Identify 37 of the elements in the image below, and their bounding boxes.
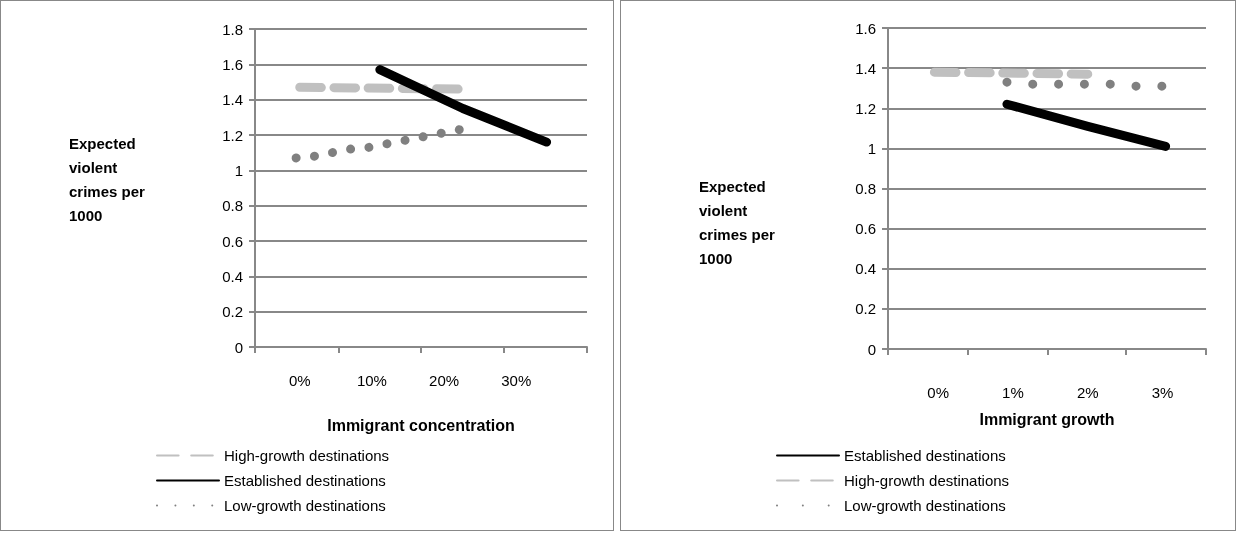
x-tick-label: 0% (288, 372, 311, 389)
y-tick-label: 1.4 (855, 59, 876, 77)
y-axis-title: Expected violent crimes per 1000 (69, 134, 150, 224)
y-tick-label: 0.8 (855, 180, 876, 197)
y-tick-label: 1.4 (222, 91, 243, 109)
x-axis-title: Immigrant concentration (327, 416, 515, 434)
y-tick-label: 0.2 (855, 300, 876, 318)
y-tick-label: 0 (234, 338, 243, 356)
y-tick-label: 0.8 (222, 197, 243, 215)
y-tick-label: 1.6 (855, 19, 876, 37)
x-tick-label: 2% (1076, 384, 1099, 401)
y-tick-label: 0.2 (222, 303, 243, 321)
x-tick-label: 20% (429, 372, 460, 389)
y-tick-label: 1.6 (222, 55, 243, 73)
y-tick-label: 0.6 (855, 220, 876, 238)
y-tick-label: 0.4 (222, 267, 243, 285)
y-axis-title: Expected violent crimes per 1000 (699, 177, 780, 267)
legend-label: High-growth destinations (844, 472, 1010, 489)
x-axis-title: Immigrant growth (979, 410, 1115, 428)
legend-label: Low-growth destinations (224, 497, 386, 514)
y-tick-label: 0.4 (855, 260, 876, 278)
y-tick-label: 1.2 (855, 99, 876, 117)
x-tick-label: 30% (501, 372, 532, 389)
legend-label: Low-growth destinations (844, 497, 1006, 514)
y-tick-label: 1 (234, 161, 243, 179)
y-tick-label: 0.6 (222, 232, 243, 250)
y-tick-label: 1 (867, 139, 876, 157)
legend-label: Established destinations (224, 472, 386, 489)
y-tick-label: 0 (867, 340, 876, 358)
x-tick-label: 1% (1002, 384, 1024, 401)
x-tick-label: 10% (356, 372, 387, 389)
y-tick-label: 1.8 (222, 20, 243, 38)
x-tick-label: 3% (1151, 384, 1174, 401)
y-tick-label: 1.2 (222, 126, 243, 144)
legend-label: High-growth destinations (224, 447, 390, 464)
x-tick-label: 0% (927, 384, 949, 401)
legend-label: Established destinations (844, 447, 1006, 464)
